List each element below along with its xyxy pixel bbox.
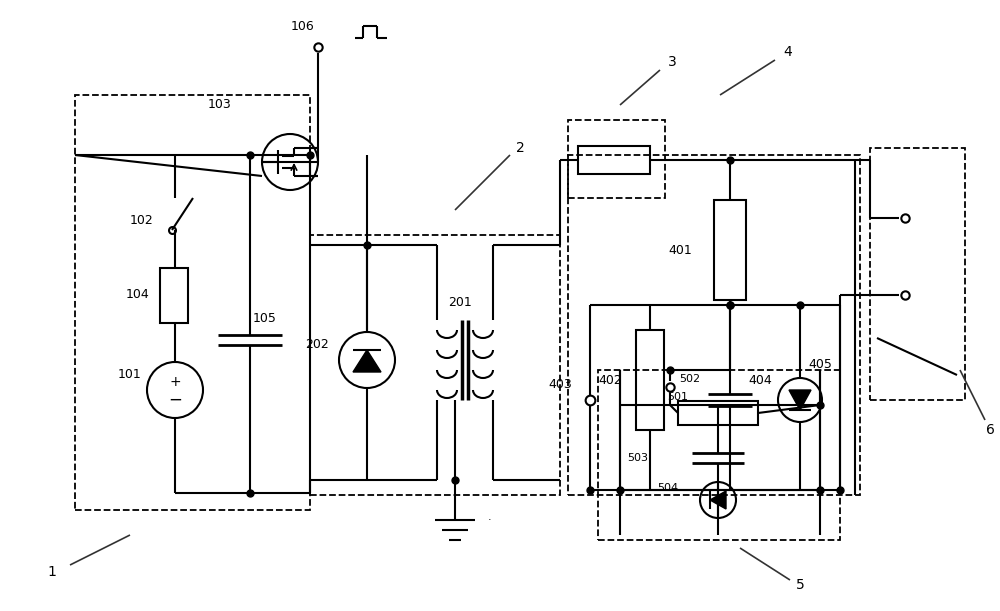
Text: ·: · <box>488 515 492 525</box>
Text: 402: 402 <box>598 373 622 387</box>
Text: 404: 404 <box>748 373 772 387</box>
Text: 504: 504 <box>657 483 679 493</box>
Text: 2: 2 <box>516 141 524 155</box>
Bar <box>160 268 188 323</box>
Text: 401: 401 <box>668 244 692 257</box>
Text: 3: 3 <box>668 55 676 69</box>
Text: 4: 4 <box>784 45 792 59</box>
Text: 403: 403 <box>548 378 572 392</box>
Text: 103: 103 <box>208 98 232 111</box>
Bar <box>714 200 746 300</box>
Text: 5: 5 <box>796 578 804 592</box>
Text: 1: 1 <box>48 565 56 579</box>
Bar <box>310 235 560 495</box>
Text: 501: 501 <box>668 392 688 402</box>
Text: 201: 201 <box>448 296 472 309</box>
Bar <box>578 146 650 174</box>
Text: 503: 503 <box>628 453 648 463</box>
Bar <box>568 155 860 495</box>
Text: −: − <box>168 391 182 409</box>
Text: +: + <box>169 375 181 389</box>
Text: 102: 102 <box>130 213 154 227</box>
Bar <box>75 95 310 510</box>
Bar <box>568 120 665 198</box>
Text: 104: 104 <box>126 288 150 301</box>
Text: 105: 105 <box>253 312 277 324</box>
Polygon shape <box>789 390 811 410</box>
Bar <box>636 330 664 430</box>
Text: 6: 6 <box>986 423 994 437</box>
Text: 101: 101 <box>118 368 142 381</box>
Bar <box>678 401 758 425</box>
Polygon shape <box>353 350 381 372</box>
Text: 502: 502 <box>679 374 701 384</box>
Bar <box>598 370 840 540</box>
Text: 106: 106 <box>291 21 315 34</box>
Bar <box>870 148 965 400</box>
Polygon shape <box>710 491 726 509</box>
Text: 202: 202 <box>305 338 329 351</box>
Text: 405: 405 <box>808 359 832 371</box>
